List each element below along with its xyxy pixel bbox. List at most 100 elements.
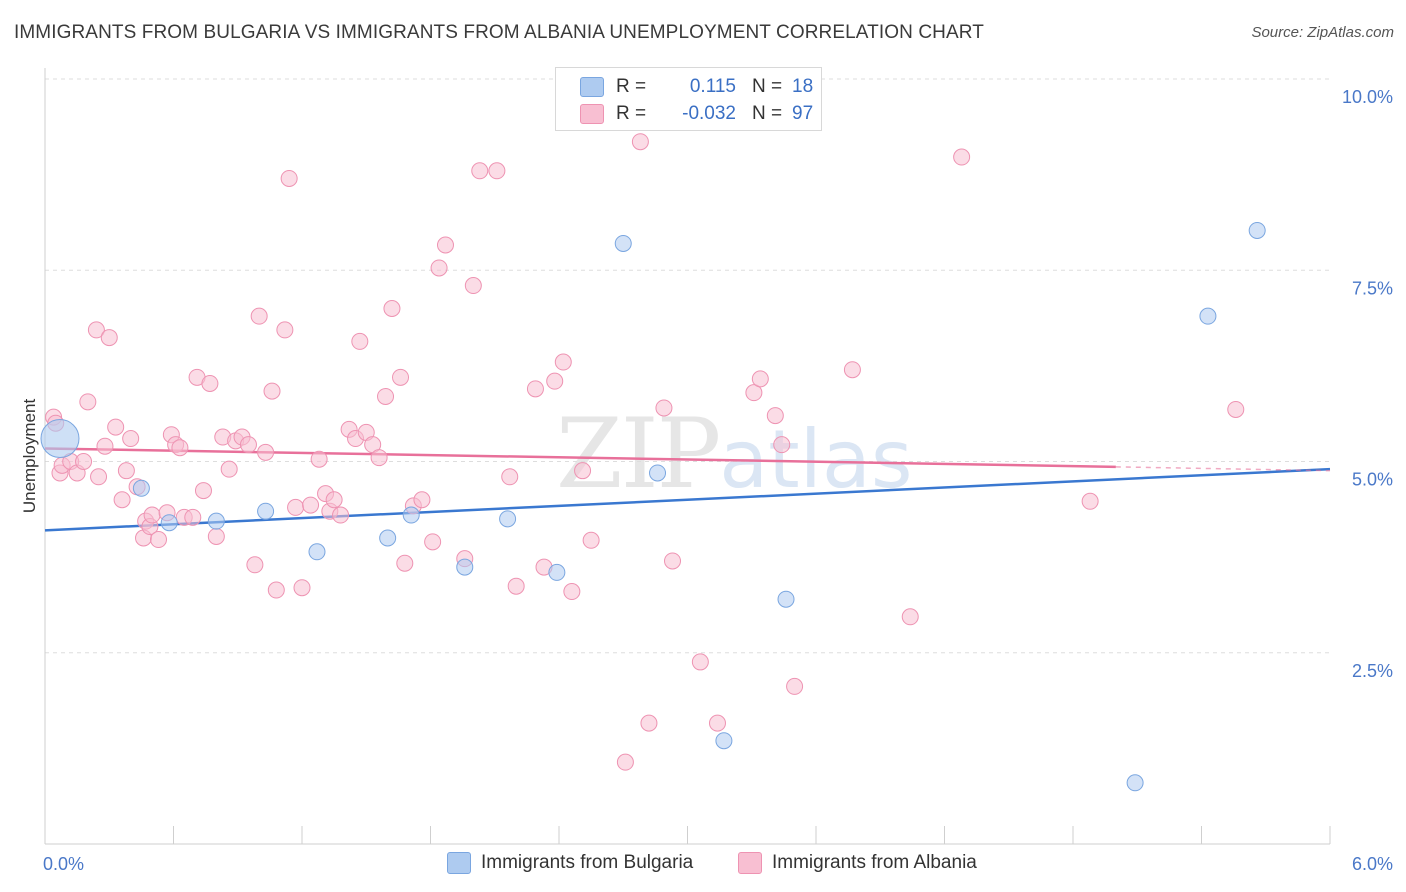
point-albania xyxy=(631,133,649,151)
point-albania xyxy=(488,162,506,180)
point-albania xyxy=(351,332,369,350)
point-albania xyxy=(75,453,93,470)
trend-line-albania xyxy=(44,447,1116,469)
point-albania xyxy=(471,162,489,180)
point-albania xyxy=(293,579,311,597)
bottom-legend-label-bulgaria: Immigrants from Bulgaria xyxy=(481,852,694,873)
bottom-legend-albania: Immigrants from Albania xyxy=(738,852,977,874)
point-albania xyxy=(786,677,804,695)
point-bulgaria xyxy=(715,732,733,750)
legend-n-value: 18 xyxy=(792,76,814,97)
legend-row-bulgaria: R = 0.115 N = 18 xyxy=(556,73,813,101)
point-albania xyxy=(194,482,212,500)
point-albania xyxy=(664,552,682,570)
point-albania xyxy=(436,236,454,254)
point-albania xyxy=(745,384,763,402)
point-albania xyxy=(280,169,298,187)
point-albania xyxy=(250,307,268,325)
point-albania xyxy=(79,393,97,411)
point-bulgaria xyxy=(207,512,225,530)
point-bulgaria xyxy=(499,510,517,528)
point-albania xyxy=(574,462,592,480)
point-albania xyxy=(239,436,257,454)
point-bulgaria xyxy=(40,419,80,459)
point-albania xyxy=(377,387,395,405)
point-albania xyxy=(424,533,442,551)
point-albania xyxy=(201,374,219,392)
point-bulgaria xyxy=(649,464,667,482)
point-albania xyxy=(1081,492,1099,510)
point-albania xyxy=(563,583,581,601)
point-albania xyxy=(220,460,238,478)
data-points xyxy=(40,133,1266,792)
point-albania xyxy=(96,437,114,455)
grid-lines xyxy=(45,78,1330,654)
point-bulgaria xyxy=(777,590,795,608)
point-albania xyxy=(246,556,264,574)
legend-swatch-bulgaria xyxy=(580,77,604,97)
point-albania xyxy=(332,506,350,524)
point-bulgaria xyxy=(160,514,178,532)
legend-r-label: R = xyxy=(616,103,647,124)
y-tick-label: 5.0% xyxy=(1352,470,1393,490)
point-albania xyxy=(383,300,401,317)
point-albania xyxy=(267,581,285,599)
point-albania xyxy=(773,436,791,454)
point-albania xyxy=(150,531,168,549)
point-albania xyxy=(257,443,275,461)
point-albania xyxy=(655,399,673,417)
point-albania xyxy=(554,353,572,371)
axes xyxy=(44,68,1331,845)
point-albania xyxy=(507,577,525,595)
bottom-legend-bulgaria: Immigrants from Bulgaria xyxy=(447,852,693,874)
point-albania xyxy=(302,496,320,514)
point-albania xyxy=(143,506,161,524)
point-bulgaria xyxy=(456,558,474,576)
y-tick-label: 10.0% xyxy=(1342,87,1393,107)
point-albania xyxy=(691,653,709,671)
point-albania xyxy=(501,468,519,486)
point-albania xyxy=(616,753,634,771)
legend-row-albania: R = -0.032 N = 97 xyxy=(556,100,813,128)
point-albania xyxy=(90,468,108,486)
point-albania xyxy=(953,148,971,166)
point-albania xyxy=(325,491,343,509)
point-albania xyxy=(751,370,769,388)
legend-swatch-albania xyxy=(580,104,604,124)
point-bulgaria xyxy=(132,479,150,497)
bottom-legend-swatch-bulgaria xyxy=(447,852,471,874)
point-albania xyxy=(107,418,125,436)
point-albania xyxy=(708,714,726,732)
point-albania xyxy=(392,368,410,386)
point-albania xyxy=(276,321,294,339)
legend-r-value: 0.115 xyxy=(689,76,736,97)
point-albania xyxy=(171,439,189,457)
point-albania xyxy=(100,329,118,347)
point-albania xyxy=(901,608,919,626)
point-albania xyxy=(582,531,600,549)
legend-r-value: -0.032 xyxy=(682,103,736,124)
point-albania xyxy=(287,498,305,516)
source-label: Source: ZipAtlas.com xyxy=(1251,24,1394,41)
x-tick-label: 6.0% xyxy=(1352,854,1393,874)
trend-line-albania-extension xyxy=(1115,466,1331,472)
point-bulgaria xyxy=(1126,774,1144,792)
point-albania xyxy=(207,527,225,545)
correlation-legend: R = 0.115 N = 18 R = -0.032 N = 97 xyxy=(555,67,822,131)
chart-title: IMMIGRANTS FROM BULGARIA VS IMMIGRANTS F… xyxy=(14,22,984,43)
point-albania xyxy=(113,491,131,509)
legend-n-value: 97 xyxy=(792,103,814,124)
point-albania xyxy=(184,508,202,526)
point-albania xyxy=(122,430,140,448)
point-bulgaria xyxy=(308,543,326,561)
point-bulgaria xyxy=(402,506,420,524)
trend-lines xyxy=(44,447,1331,532)
point-albania xyxy=(263,382,281,400)
legend-n-label: N = xyxy=(752,76,783,97)
point-bulgaria xyxy=(257,502,275,520)
point-bulgaria xyxy=(1248,221,1266,239)
point-albania xyxy=(310,450,328,468)
point-albania xyxy=(1227,400,1245,418)
point-albania xyxy=(464,277,482,295)
point-bulgaria xyxy=(548,563,566,581)
